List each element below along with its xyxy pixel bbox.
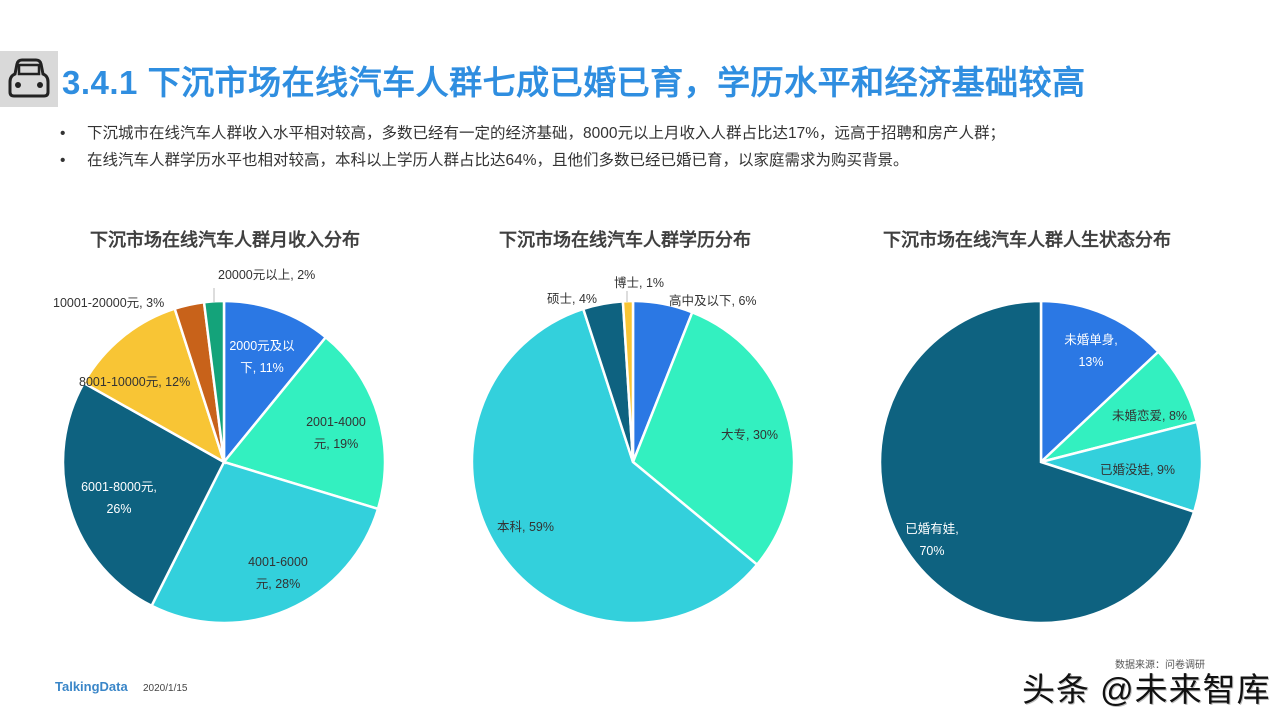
slice-label-life-3: 已婚有娃, 70% — [905, 522, 959, 558]
slice-label-income-0: 2000元及以 下, 11% — [229, 339, 295, 375]
pie-slice — [61, 381, 226, 608]
bullet-text: 下沉城市在线汽车人群收入水平相对较高，多数已经有一定的经济基础，8000元以上月… — [87, 125, 1006, 142]
life-stage-chart-title: 下沉市场在线汽车人群人生状态分布 — [883, 230, 1171, 250]
slice-label-life-0: 未婚单身, 13% — [1064, 333, 1118, 369]
income-pie — [61, 299, 387, 625]
slice-label-education-3: 硕士, 4% — [547, 292, 598, 306]
pie-slice — [221, 335, 387, 511]
slice-label-income-4: 8001-10000元, 12% — [79, 375, 191, 389]
slice-label-education-0: 高中及以下, 6% — [669, 294, 757, 308]
bullet-text: 在线汽车人群学历水平也相对较高，本科以上学历人群占比达64%，且他们多数已经已婚… — [87, 152, 909, 169]
slice-label-life-1: 未婚恋爱, 8% — [1112, 409, 1188, 423]
slice-label-education-4: 博士, 1% — [614, 276, 665, 290]
pie-slice — [878, 299, 1196, 625]
bullet-item: • 在线汽车人群学历水平也相对较高，本科以上学历人群占比达64%，且他们多数已经… — [60, 147, 1005, 174]
slice-label-life-2: 已婚没娃, 9% — [1100, 463, 1176, 477]
slice-label-education-1: 大专, 30% — [721, 428, 778, 442]
slice-label-income-6: 20000元以上, 2% — [218, 268, 316, 282]
pie-slice — [631, 310, 796, 567]
car-icon — [8, 58, 50, 98]
bullet-item: • 下沉城市在线汽车人群收入水平相对较高，多数已经有一定的经济基础，8000元以… — [60, 120, 1005, 147]
slice-label-income-5: 10001-20000元, 3% — [53, 296, 165, 310]
pie-slice — [222, 299, 328, 466]
pie-slice — [1036, 420, 1204, 514]
slice-label-income-2: 4001-6000 元, 28% — [248, 555, 308, 591]
bullet-dot: • — [60, 152, 66, 169]
summary-bullets: • 下沉城市在线汽车人群收入水平相对较高，多数已经有一定的经济基础，8000元以… — [60, 120, 1005, 174]
life-stage-pie — [878, 299, 1204, 625]
slice-label-income-1: 2001-4000 元, 19% — [306, 415, 366, 451]
car-icon-box — [0, 51, 58, 107]
income-chart-title: 下沉市场在线汽车人群月收入分布 — [90, 230, 360, 250]
page-title: 3.4.1 下沉市场在线汽车人群七成已婚已育，学历水平和经济基础较高 — [62, 64, 1086, 101]
pie-slice — [82, 307, 227, 465]
slice-label-income-3: 6001-8000元, 26% — [81, 480, 157, 516]
watermark: 头条 @未来智库 — [1022, 671, 1271, 708]
bullet-dot: • — [60, 125, 66, 142]
pie-slice — [1039, 299, 1161, 465]
slice-label-education-2: 本科, 59% — [497, 520, 554, 534]
pie-slice — [149, 460, 380, 625]
talkingdata-logo: TalkingData — [55, 679, 128, 694]
education-chart-title: 下沉市场在线汽车人群学历分布 — [499, 230, 751, 250]
report-date: 2020/1/15 — [143, 683, 188, 694]
pie-slice — [621, 299, 635, 463]
pie-slice — [470, 307, 759, 625]
education-pie — [470, 299, 796, 625]
data-source: 数据来源：问卷调研 — [1115, 660, 1205, 671]
